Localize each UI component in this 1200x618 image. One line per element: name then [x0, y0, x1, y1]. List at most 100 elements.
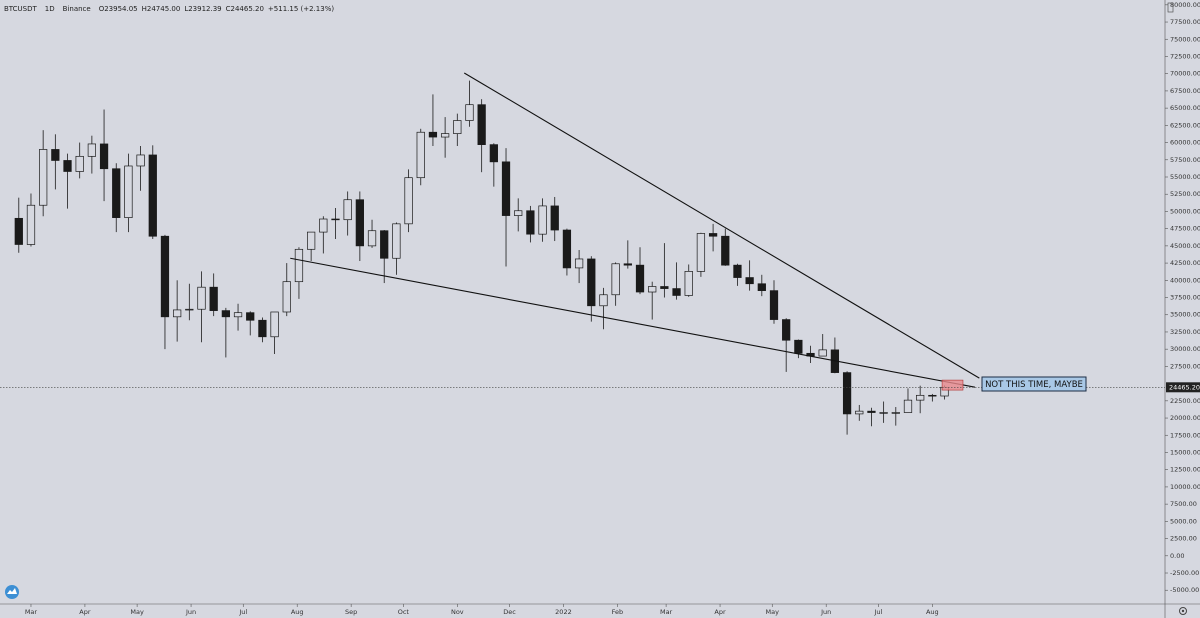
candle-body	[879, 412, 888, 414]
candle-body	[916, 394, 925, 401]
x-tick-label: Apr	[714, 608, 726, 616]
y-tick-label: 67500.00	[1170, 87, 1200, 95]
plot	[14, 72, 980, 435]
interval: 1D	[45, 5, 55, 13]
x-tick-label: Jul	[238, 608, 247, 616]
x-tick-label: Aug	[926, 608, 939, 616]
candle-body	[185, 308, 194, 311]
y-tick-label: 52500.00	[1170, 190, 1200, 198]
candle-body	[75, 155, 84, 172]
x-tick-label: Mar	[660, 608, 673, 616]
high: H24745.00	[142, 5, 181, 13]
candle-body	[526, 210, 535, 235]
legend-header: BTCUSDT 1D Binance O23954.05 H24745.00 L23912…	[4, 5, 334, 13]
candle-body	[465, 104, 474, 121]
candle-body	[428, 131, 438, 138]
candle-body	[684, 271, 693, 296]
x-tick-label: Mar	[25, 608, 38, 616]
candle-body	[501, 161, 511, 216]
y-tick-label: 20000.00	[1170, 414, 1200, 422]
y-tick-label: -5000.00	[1170, 586, 1199, 594]
x-tick-label: Aug	[291, 608, 304, 616]
y-tick-label: 17500.00	[1170, 431, 1200, 439]
candle-body	[440, 133, 450, 138]
x-tick-label: Jun	[820, 608, 831, 616]
top-icon	[1167, 2, 1174, 13]
exchange: Binance	[63, 5, 91, 13]
candle-body	[209, 286, 218, 311]
candle-body	[855, 410, 864, 415]
zone	[941, 379, 964, 391]
candle-body	[769, 290, 779, 320]
y-tick-label: 15000.00	[1170, 448, 1200, 456]
candle-body	[648, 286, 657, 293]
x-tick-label: Nov	[451, 608, 464, 616]
candle-body	[392, 223, 401, 259]
y-tick-label: 32500.00	[1170, 328, 1200, 336]
y-tick-label: 50000.00	[1170, 207, 1200, 215]
y-tick-label: 40000.00	[1170, 276, 1200, 284]
candle-body	[745, 277, 754, 285]
y-tick-label: 55000.00	[1170, 173, 1200, 181]
candle-body	[818, 349, 827, 357]
candle-body	[550, 205, 559, 231]
y-tick-label: 57500.00	[1170, 156, 1200, 164]
candle-body	[160, 235, 170, 318]
settings-icon[interactable]	[1179, 607, 1187, 615]
candle-body	[611, 263, 620, 296]
candle-body	[416, 131, 425, 179]
close: C24465.20	[226, 5, 264, 13]
candle-body	[514, 210, 523, 216]
candle-body	[221, 310, 230, 318]
candle-body	[380, 230, 389, 259]
y-tick-label: 37500.00	[1170, 294, 1200, 302]
x-tick-label: Apr	[79, 608, 91, 616]
y-tick-label: 75000.00	[1170, 35, 1200, 43]
y-tick-label: 27500.00	[1170, 362, 1200, 370]
candle-body	[672, 288, 681, 296]
candle-body	[124, 165, 133, 218]
candle-body	[51, 149, 60, 161]
candle-body	[794, 339, 803, 354]
y-tick-label: 7500.00	[1170, 500, 1197, 508]
candle-body	[562, 229, 572, 269]
candle-body	[258, 319, 267, 338]
y-tick-label: 65000.00	[1170, 104, 1200, 112]
y-tick-label: 77500.00	[1170, 18, 1200, 26]
candle-body	[891, 412, 900, 414]
candle-body	[136, 154, 145, 167]
candle-body	[294, 248, 304, 283]
candle-body	[477, 104, 486, 145]
y-tick-label: 45000.00	[1170, 242, 1200, 250]
annotation-box	[981, 376, 1087, 392]
candle-body	[453, 120, 462, 134]
candle-body	[270, 311, 279, 338]
candle-body	[367, 230, 377, 247]
y-tick-label: 72500.00	[1170, 52, 1200, 60]
candle-body	[355, 199, 364, 247]
candle-body	[903, 399, 913, 413]
candle-body	[233, 312, 243, 318]
candle-body	[99, 143, 109, 170]
y-tick-label: 12500.00	[1170, 466, 1200, 474]
x-tick-label: Jul	[873, 608, 882, 616]
candle-body	[14, 217, 23, 245]
candle-body	[538, 205, 547, 235]
candle-body	[489, 144, 498, 163]
candle-body	[148, 154, 157, 237]
y-tick-label: 62500.00	[1170, 121, 1200, 129]
x-tick-label: 2022	[555, 608, 572, 616]
candle-body	[842, 372, 852, 415]
y-tick-label: 2500.00	[1170, 535, 1197, 543]
y-tick-label: 80000.00	[1170, 1, 1200, 9]
y-tick-label: 35000.00	[1170, 311, 1200, 319]
logo[interactable]	[5, 585, 19, 599]
candle-body	[246, 312, 255, 321]
candle-body	[26, 204, 36, 245]
y-tick-label: 10000.00	[1170, 483, 1200, 491]
trendline	[463, 72, 980, 379]
y-tick-label: -2500.00	[1170, 569, 1199, 577]
